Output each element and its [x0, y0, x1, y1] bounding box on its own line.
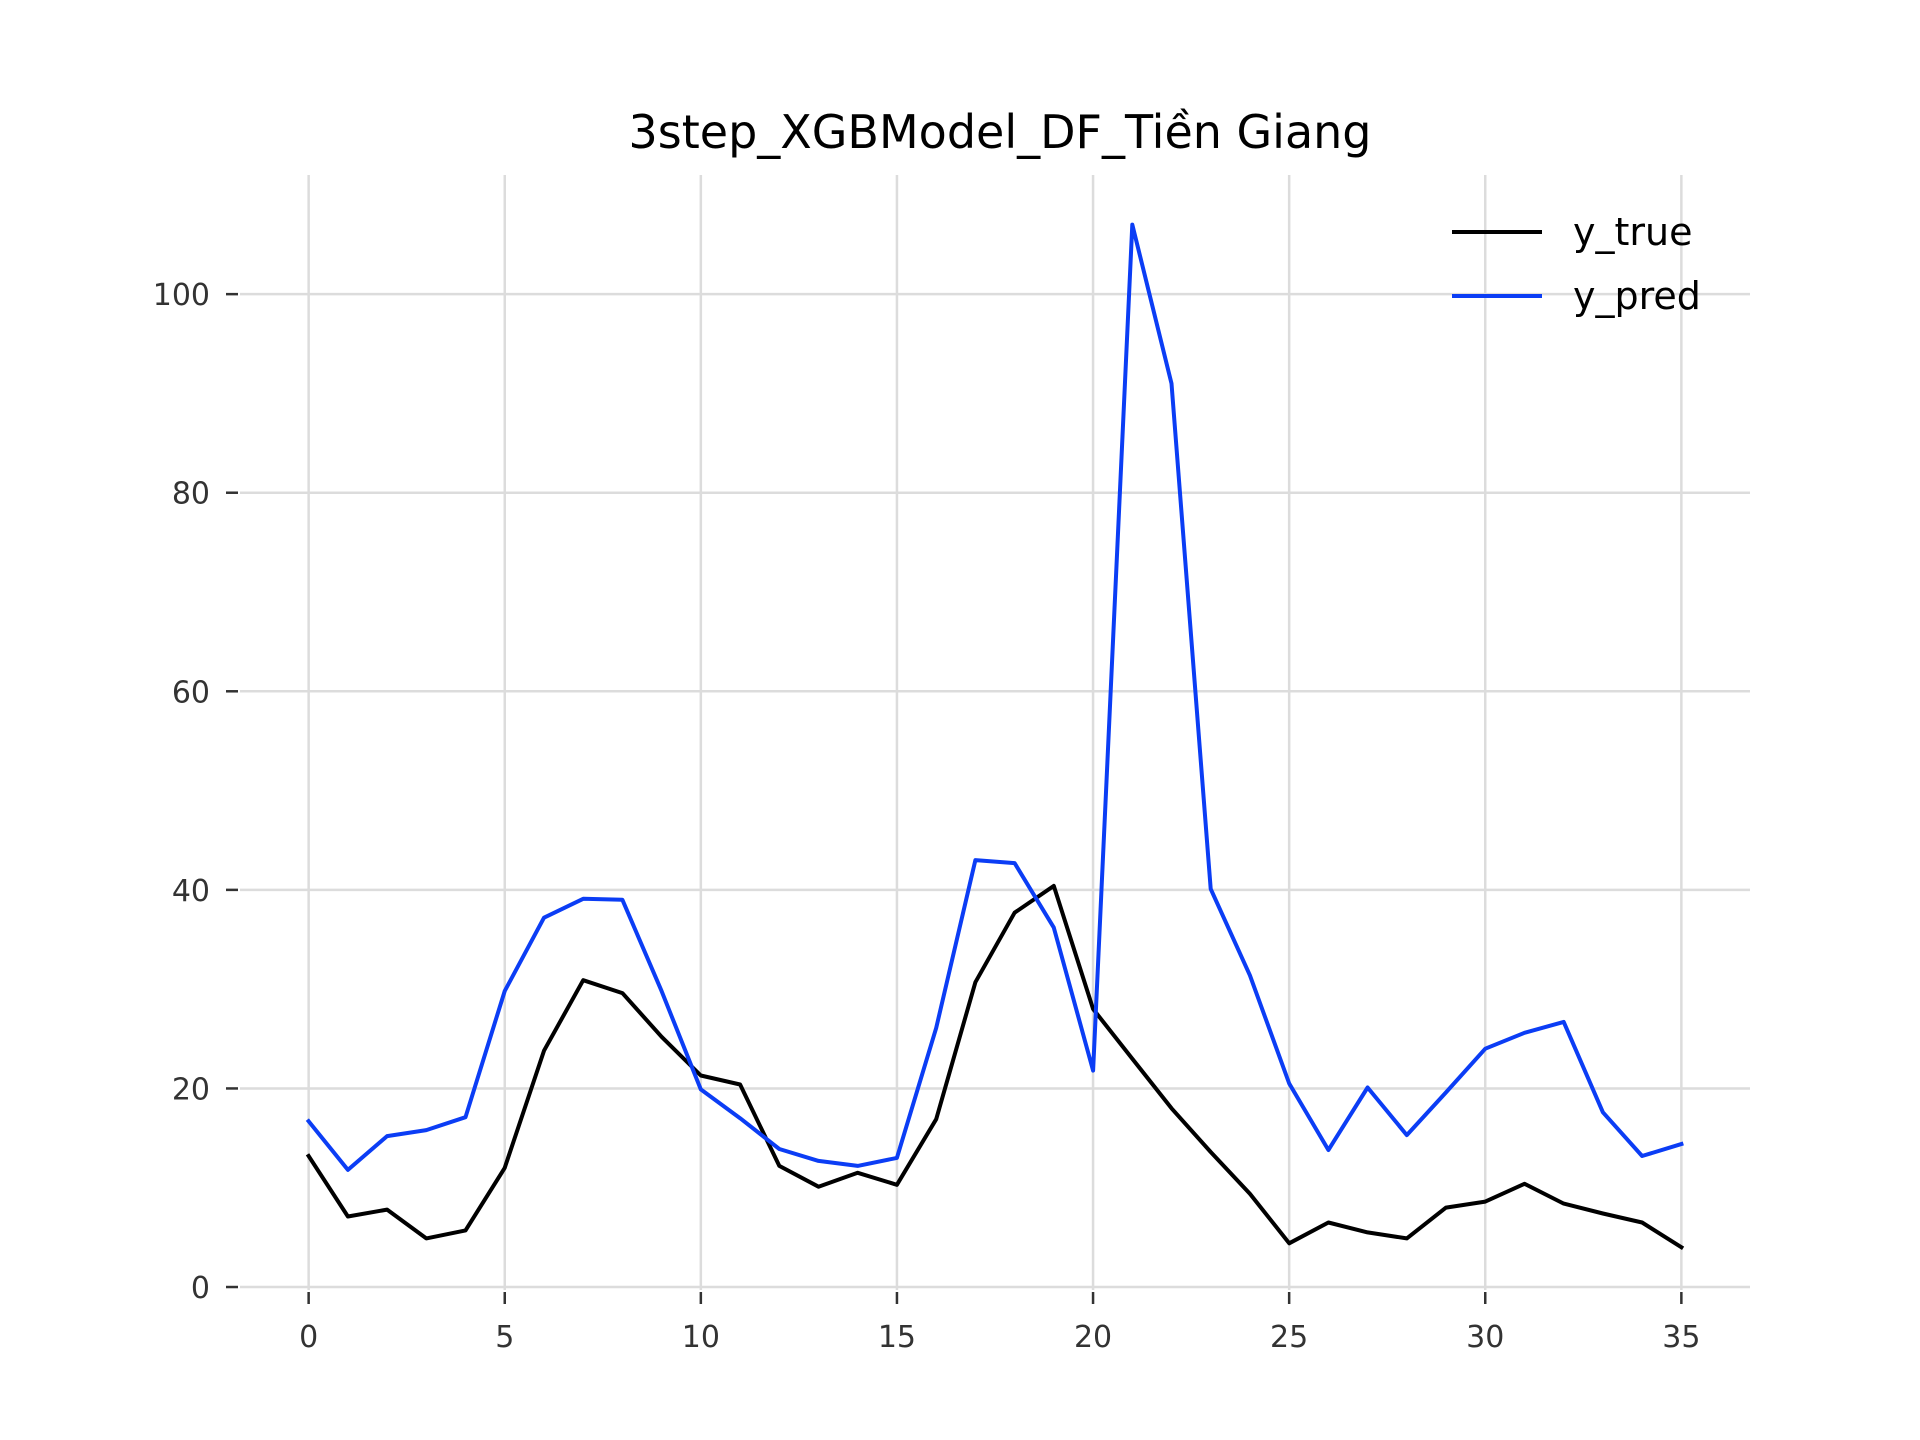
y-tick-label: 40 [172, 874, 210, 909]
legend: y_true y_pred [1452, 210, 1701, 318]
legend-label-y-pred: y_pred [1573, 274, 1701, 318]
axes: 0 5 10 15 20 25 30 35 0 20 40 60 80 100 [153, 278, 1701, 1355]
chart-title: 3step_XGBModel_DF_Tiền Giang [629, 105, 1372, 159]
series-line-y-pred [305, 222, 1684, 1172]
y-tick-label: 80 [172, 477, 210, 512]
series-lines [305, 222, 1685, 1251]
y-tick-label: 20 [172, 1072, 210, 1107]
x-tick-label: 20 [1074, 1320, 1112, 1355]
x-tick-label: 5 [495, 1320, 514, 1355]
series-line-y-true [305, 883, 1685, 1251]
x-tick-label: 35 [1662, 1320, 1700, 1355]
grid [240, 175, 1750, 1290]
x-tick-label: 10 [682, 1320, 720, 1355]
y-tick-label: 60 [172, 675, 210, 710]
x-tick-label: 25 [1270, 1320, 1308, 1355]
y-tick-label: 100 [153, 278, 210, 313]
x-tick-label: 0 [299, 1320, 318, 1355]
legend-label-y-true: y_true [1573, 210, 1692, 254]
y-tick-label: 0 [191, 1271, 210, 1306]
x-tick-label: 15 [878, 1320, 916, 1355]
x-tick-label: 30 [1466, 1320, 1504, 1355]
